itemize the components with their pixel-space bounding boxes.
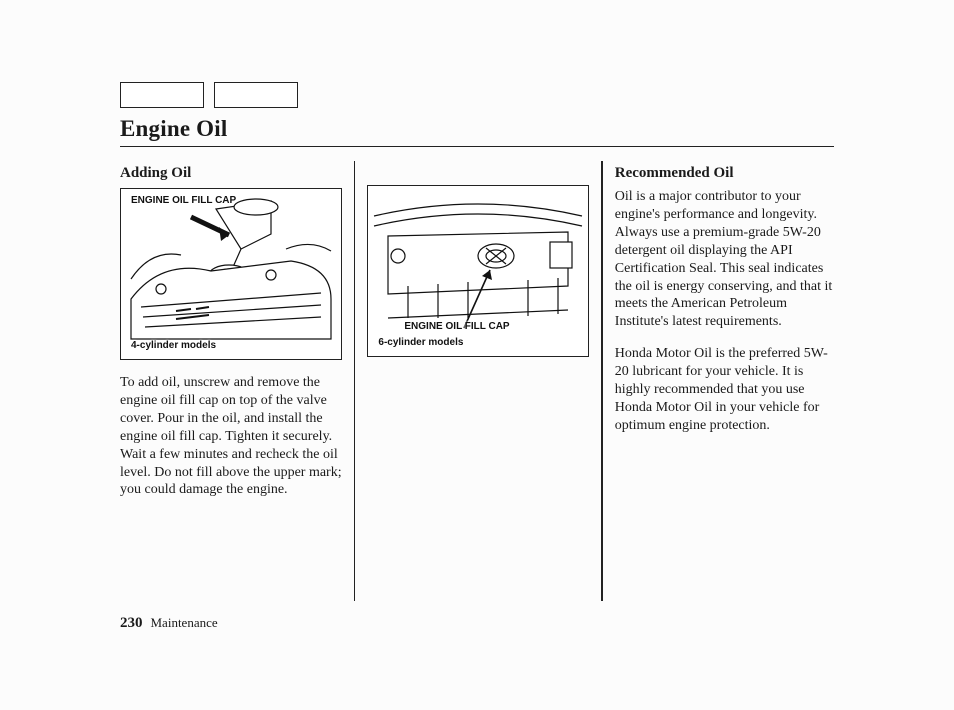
section-name: Maintenance (151, 615, 218, 630)
body-paragraph: To add oil, unscrew and remove the engin… (120, 374, 342, 499)
manual-page: Engine Oil Adding Oil (0, 0, 954, 710)
column-2: ENGINE OIL FILL CAP 6-cylinder models (355, 161, 601, 601)
body-paragraph: Honda Motor Oil is the preferred 5W-20 l… (615, 345, 834, 435)
figure-callout: ENGINE OIL FILL CAP (404, 321, 509, 332)
page-title: Engine Oil (120, 116, 834, 142)
figure-6cyl: ENGINE OIL FILL CAP 6-cylinder models (367, 185, 589, 357)
title-rule (120, 146, 834, 147)
tab-box (120, 82, 204, 108)
header-tabs (120, 82, 298, 108)
body-paragraph: Oil is a major contributor to your engin… (615, 188, 834, 331)
figure-caption: 6-cylinder models (378, 337, 463, 348)
page-footer: 230 Maintenance (120, 615, 218, 632)
figure-callout: ENGINE OIL FILL CAP (131, 195, 236, 206)
subheading: Recommended Oil (615, 165, 834, 182)
spacer (367, 161, 589, 183)
figure-caption: 4-cylinder models (131, 340, 216, 351)
subheading: Adding Oil (120, 165, 342, 182)
columns: Adding Oil (120, 161, 834, 601)
column-3: Recommended Oil Oil is a major contribut… (603, 161, 834, 601)
figure-4cyl: ENGINE OIL FILL CAP 4-cylinder models (120, 188, 342, 360)
engine-4cyl-illustration (121, 189, 341, 359)
tab-box (214, 82, 298, 108)
page-number: 230 (120, 615, 143, 631)
column-1: Adding Oil (120, 161, 354, 601)
